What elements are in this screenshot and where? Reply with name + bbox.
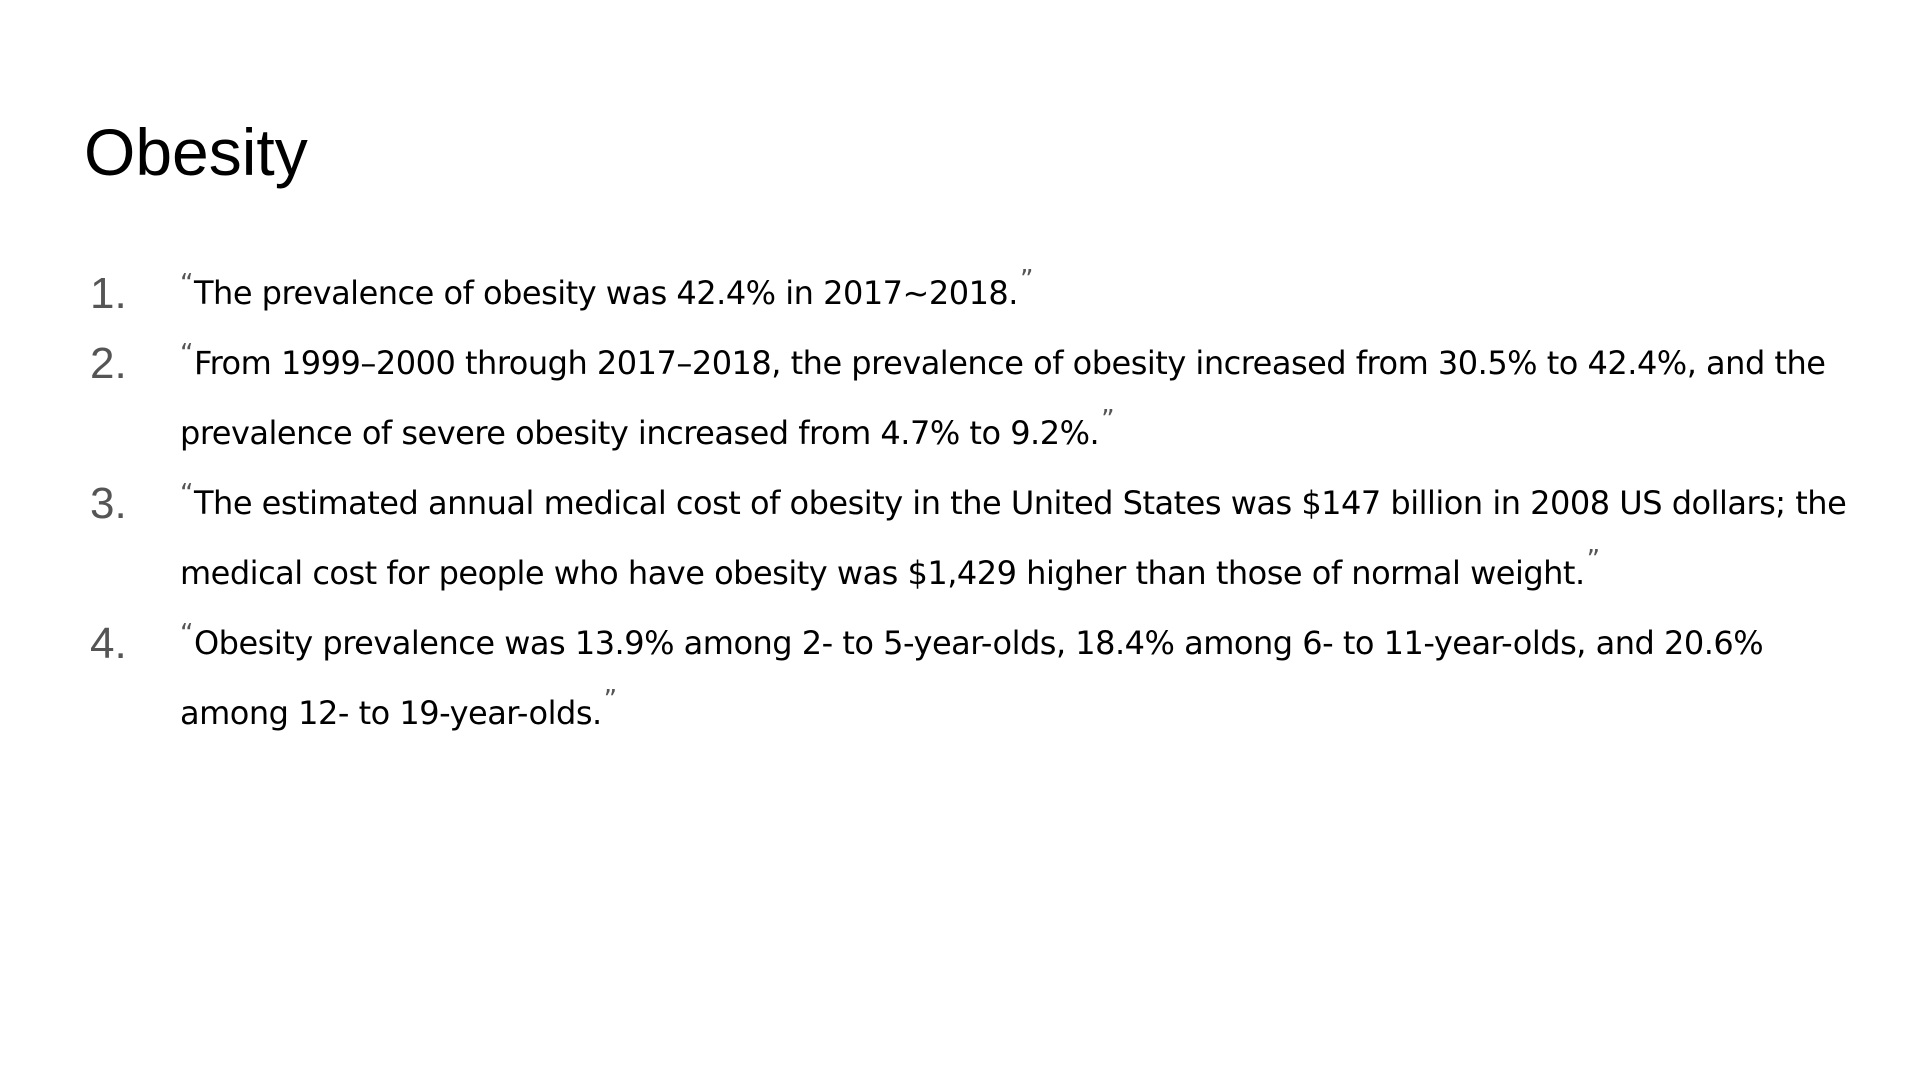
list-text: “The estimated annual medical cost of ob… (180, 470, 1870, 610)
list-item: 1. “The prevalence of obesity was 42.4% … (90, 260, 1870, 330)
list-item: 2. “From 1999–2000 through 2017–2018, th… (90, 330, 1870, 470)
slide-title: Obesity (84, 115, 308, 189)
close-quote: ” (603, 685, 617, 715)
list-number: 1. (90, 269, 127, 318)
list-number: 3. (90, 479, 127, 528)
open-quote: “ (180, 269, 193, 299)
list-text: “Obesity prevalence was 13.9% among 2- t… (180, 610, 1870, 750)
quote-text: Obesity prevalence was 13.9% among 2- to… (180, 624, 1764, 732)
list-number: 2. (90, 339, 127, 388)
open-quote: “ (180, 479, 193, 509)
quote-text: The estimated annual medical cost of obe… (180, 484, 1847, 592)
close-quote: ” (1101, 405, 1115, 435)
open-quote: “ (180, 339, 193, 369)
quote-text: From 1999–2000 through 2017–2018, the pr… (180, 344, 1826, 452)
list-text: “From 1999–2000 through 2017–2018, the p… (180, 330, 1870, 470)
quote-list: 1. “The prevalence of obesity was 42.4% … (90, 260, 1870, 750)
list-item: 4. “Obesity prevalence was 13.9% among 2… (90, 610, 1870, 750)
quote-text: The prevalence of obesity was 42.4% in 2… (193, 274, 1018, 312)
open-quote: “ (180, 619, 193, 649)
list-item: 3. “The estimated annual medical cost of… (90, 470, 1870, 610)
close-quote: ” (1019, 265, 1033, 295)
list-number: 4. (90, 619, 127, 668)
close-quote: ” (1586, 545, 1600, 575)
list-text: “The prevalence of obesity was 42.4% in … (180, 260, 1870, 330)
